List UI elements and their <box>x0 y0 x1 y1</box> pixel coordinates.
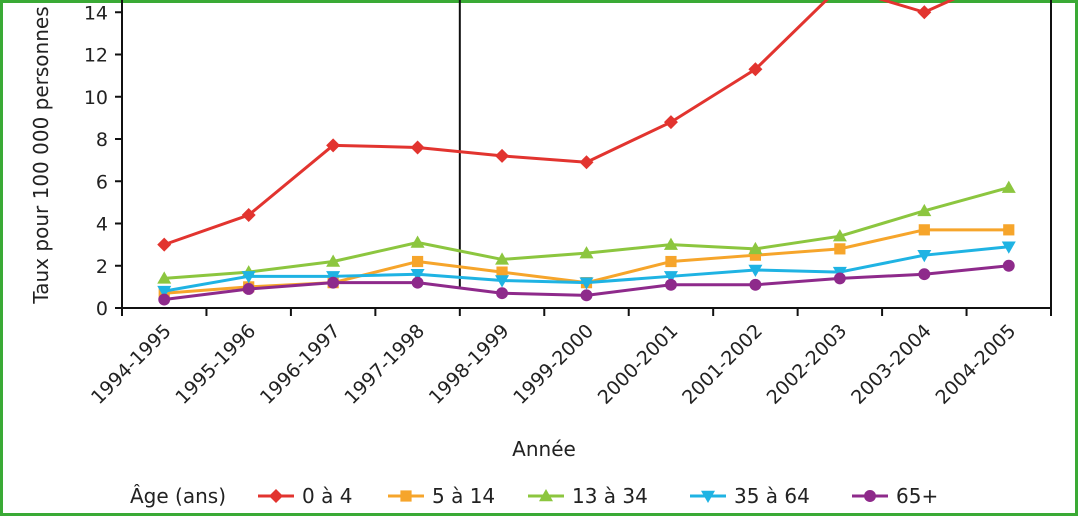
axes: 024681012141994-19951995-19961996-199719… <box>84 0 1052 409</box>
data-point <box>663 115 678 130</box>
data-point <box>1001 180 1016 193</box>
data-point <box>579 246 594 259</box>
data-point <box>832 229 847 242</box>
data-point <box>496 287 508 300</box>
data-point <box>665 278 677 291</box>
y-tick-label: 6 <box>96 171 108 193</box>
legend-label: 35 à 64 <box>734 484 810 508</box>
data-point <box>917 249 932 263</box>
data-point <box>748 62 763 77</box>
data-point <box>663 237 678 250</box>
series-line <box>163 0 956 247</box>
data-point <box>410 268 425 282</box>
data-point <box>242 283 255 295</box>
legend-label: 13 à 34 <box>572 484 648 508</box>
data-point <box>410 235 425 248</box>
data-point <box>749 249 762 261</box>
y-tick-label: 4 <box>96 214 108 236</box>
data-point <box>411 276 424 289</box>
legend-label: 5 à 14 <box>432 484 495 508</box>
legend-swatch-marker <box>400 490 412 502</box>
data-point <box>834 243 846 255</box>
y-tick-label: 12 <box>84 45 108 67</box>
data-point <box>579 277 594 290</box>
plot-area <box>157 0 1016 306</box>
data-point <box>157 271 172 284</box>
legend-swatch-marker <box>269 489 283 503</box>
x-tick-label: 1995-1996 <box>171 320 260 409</box>
series-3 <box>157 180 1016 284</box>
data-point <box>411 255 424 268</box>
x-tick-label: 1994-1995 <box>87 320 176 409</box>
data-point <box>748 264 763 277</box>
series-1 <box>157 0 956 252</box>
y-tick-label: 8 <box>96 129 108 151</box>
y-axis-title: Taux pour 100 000 personnes <box>29 6 53 304</box>
data-point <box>495 148 510 163</box>
legend-item: 0 à 4 <box>258 484 352 508</box>
data-point <box>917 203 932 217</box>
legend-item: 5 à 14 <box>388 484 495 508</box>
data-point <box>833 272 846 285</box>
x-tick-label: 2000-2001 <box>594 320 683 409</box>
legend-item: 35 à 64 <box>690 484 810 508</box>
series-5 <box>158 259 1015 306</box>
data-point <box>1001 241 1016 254</box>
x-tick-label: 1998-1999 <box>425 320 514 409</box>
data-point <box>580 289 593 302</box>
legend: Âge (ans) 0 à 4 5 à 14 13 à 34 35 à 64 65+ <box>130 484 938 508</box>
legend-label: 0 à 4 <box>302 484 352 508</box>
data-point <box>326 254 341 267</box>
data-point <box>241 208 256 223</box>
x-tick-label: 1999-2000 <box>509 320 598 409</box>
legend-title: Âge (ans) <box>130 484 226 508</box>
x-tick-label: 1997-1998 <box>340 320 429 409</box>
series-4 <box>157 241 1016 299</box>
data-point <box>496 266 508 278</box>
data-point <box>495 275 510 288</box>
data-point <box>665 255 677 268</box>
series-layer <box>157 0 1016 306</box>
y-tick-label: 14 <box>84 2 108 24</box>
data-point <box>749 278 762 291</box>
data-point <box>157 237 172 252</box>
legend-label: 65+ <box>896 484 938 508</box>
y-tick-label: 2 <box>96 256 108 278</box>
data-point <box>579 155 594 170</box>
legend-swatch-marker <box>539 489 553 502</box>
x-tick-label: 2001-2002 <box>678 320 767 409</box>
data-point <box>1002 259 1015 272</box>
data-point <box>1003 224 1015 236</box>
x-axis-title: Année <box>512 437 576 461</box>
data-point <box>918 268 931 281</box>
data-point <box>326 138 341 153</box>
data-point <box>918 224 930 236</box>
data-point <box>157 285 172 299</box>
legend-item: 13 à 34 <box>528 484 648 508</box>
legend-swatch-marker <box>701 490 715 503</box>
data-point <box>495 252 510 265</box>
data-point <box>410 140 425 155</box>
data-point <box>917 5 932 20</box>
data-point <box>158 293 171 306</box>
y-tick-label: 10 <box>84 87 108 109</box>
x-tick-label: 2003-2004 <box>847 320 936 409</box>
data-point <box>748 241 763 255</box>
y-tick-label: 0 <box>96 298 108 320</box>
x-tick-label: 2002-2003 <box>763 320 852 409</box>
legend-item: 65+ <box>852 484 938 508</box>
data-point <box>327 276 340 289</box>
legend-swatch-marker <box>864 490 876 502</box>
data-point <box>241 271 256 284</box>
x-tick-label: 1996-1997 <box>256 320 345 409</box>
x-tick-label: 2004-2005 <box>932 320 1021 409</box>
data-point <box>663 271 678 284</box>
